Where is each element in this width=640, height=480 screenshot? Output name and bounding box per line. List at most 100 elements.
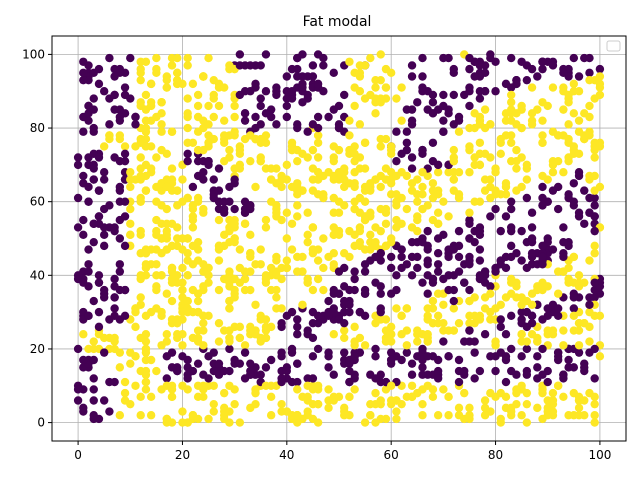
data-point [230, 237, 239, 247]
data-point [413, 212, 422, 221]
data-point [293, 418, 302, 427]
data-point [324, 168, 333, 177]
data-point [449, 90, 458, 100]
data-point [585, 337, 594, 346]
data-point [220, 414, 229, 424]
data-point [193, 307, 203, 317]
data-point [329, 249, 338, 258]
data-point [94, 322, 104, 332]
data-point [507, 197, 516, 206]
data-point [475, 311, 485, 321]
data-point [543, 326, 552, 335]
data-point [350, 156, 359, 166]
data-point [470, 72, 479, 81]
data-point [595, 90, 605, 100]
data-point [225, 267, 234, 276]
data-point [105, 407, 114, 416]
data-point [214, 359, 224, 368]
data-point [131, 142, 140, 151]
data-point [553, 352, 563, 361]
data-point [418, 363, 427, 372]
data-point [371, 344, 380, 354]
data-point [293, 64, 302, 74]
data-point [209, 348, 218, 357]
data-point [350, 322, 359, 332]
data-point [433, 289, 443, 298]
data-point [105, 131, 114, 140]
data-point [162, 330, 171, 339]
data-point [94, 79, 104, 89]
data-point [79, 215, 88, 225]
data-point [261, 274, 271, 284]
data-point [559, 252, 568, 262]
data-point [433, 190, 443, 199]
data-point [240, 348, 250, 357]
data-point [491, 267, 500, 276]
data-point [449, 285, 458, 295]
data-point [313, 274, 323, 284]
data-point [428, 392, 438, 402]
data-point [141, 57, 151, 66]
data-point [167, 315, 177, 324]
data-point [517, 300, 526, 309]
data-point [418, 278, 427, 287]
data-point [507, 366, 516, 376]
data-point [428, 109, 438, 118]
data-point [480, 186, 490, 195]
data-point [94, 153, 104, 162]
data-point [386, 322, 396, 332]
data-point [465, 64, 474, 74]
data-point [454, 127, 464, 136]
data-point [193, 112, 203, 122]
data-point [569, 304, 579, 313]
data-point [256, 245, 265, 254]
data-point [272, 212, 281, 221]
data-point [569, 109, 579, 118]
data-point [334, 123, 344, 133]
data-point [293, 385, 302, 394]
data-point [580, 219, 589, 228]
data-point [183, 193, 192, 203]
data-point [287, 348, 297, 357]
data-point [475, 271, 485, 280]
data-point [141, 385, 151, 394]
data-point [371, 75, 380, 85]
data-point [522, 344, 532, 354]
data-point [439, 127, 448, 136]
data-point [407, 392, 417, 402]
data-point [423, 352, 432, 361]
data-point [235, 164, 245, 173]
data-point [115, 267, 125, 276]
data-point [324, 311, 333, 321]
data-point [115, 411, 125, 420]
data-point [73, 223, 83, 232]
data-point [402, 127, 412, 136]
data-point [480, 105, 490, 114]
data-point [214, 318, 224, 328]
data-point [214, 215, 224, 225]
data-point [428, 179, 438, 188]
data-point [340, 333, 349, 343]
data-point [178, 315, 187, 324]
data-point [559, 105, 568, 114]
data-point [204, 156, 213, 166]
data-point [167, 263, 177, 273]
data-point [126, 204, 135, 214]
data-point [79, 230, 88, 240]
data-point [240, 341, 250, 350]
data-point [381, 315, 391, 324]
data-point [527, 330, 537, 339]
data-point [193, 101, 203, 111]
data-point [141, 355, 151, 365]
data-point [465, 87, 474, 96]
data-point [522, 193, 532, 203]
data-point [183, 355, 192, 365]
data-point [553, 381, 563, 390]
data-point [225, 326, 234, 335]
data-point [152, 64, 161, 74]
data-point [146, 245, 156, 254]
data-point [188, 215, 198, 225]
data-point [209, 112, 218, 122]
data-point [392, 94, 401, 103]
